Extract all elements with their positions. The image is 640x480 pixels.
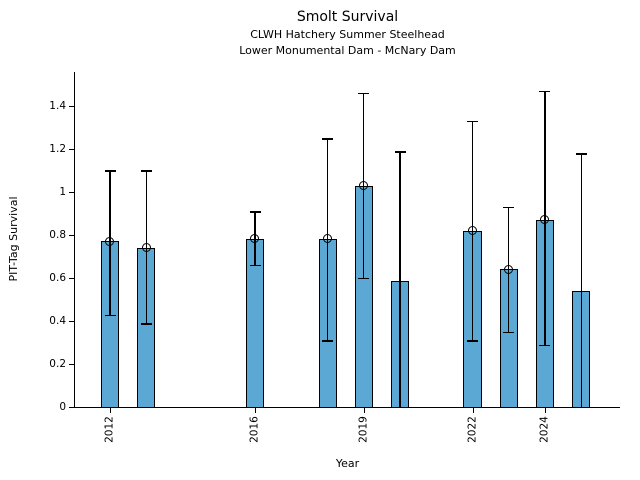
point-marker-year-2023 bbox=[503, 264, 513, 274]
x-tick-label: 2024 bbox=[538, 416, 551, 443]
y-tick-label: 0.6 bbox=[49, 271, 66, 284]
error-cap-top bbox=[467, 121, 479, 123]
error-cap-bottom bbox=[104, 314, 116, 316]
point-marker-year-2018 bbox=[322, 234, 332, 244]
x-tick bbox=[363, 408, 365, 413]
error-bar-year-2020 bbox=[399, 151, 401, 407]
chart-subtitle-hatchery: CLWH Hatchery Summer Steelhead bbox=[250, 28, 445, 41]
point-marker-year-2022 bbox=[467, 225, 477, 235]
y-tick bbox=[69, 148, 74, 150]
error-cap-bottom bbox=[140, 323, 152, 325]
y-tick-label: 1.2 bbox=[49, 142, 66, 155]
error-cap-top bbox=[575, 153, 587, 155]
y-tick bbox=[69, 363, 74, 365]
y-tick-label: 0.8 bbox=[49, 228, 66, 241]
y-tick-label: 0 bbox=[59, 401, 66, 413]
error-cap-top bbox=[140, 170, 152, 172]
x-tick bbox=[472, 408, 474, 413]
y-tick bbox=[69, 320, 74, 322]
error-cap-top bbox=[539, 90, 551, 93]
chart-title: Smolt Survival bbox=[296, 9, 399, 25]
point-marker-year-2012 bbox=[105, 236, 115, 246]
error-cap-top bbox=[358, 93, 370, 95]
point-marker-year-2024 bbox=[540, 215, 550, 225]
x-tick-label: 2022 bbox=[466, 416, 479, 443]
y-tick-label: 1 bbox=[59, 185, 66, 198]
y-axis-spine bbox=[74, 72, 75, 407]
error-cap-top bbox=[249, 211, 261, 213]
y-tick-label: 1.4 bbox=[49, 99, 66, 112]
y-tick-label: 0.4 bbox=[49, 314, 66, 327]
error-cap-bottom bbox=[503, 331, 515, 334]
error-cap-top bbox=[322, 138, 334, 140]
point-marker-year-2013 bbox=[141, 243, 151, 253]
point-marker-year-2019 bbox=[359, 180, 368, 190]
x-tick bbox=[110, 408, 112, 413]
chart-subtitle-reach: Lower Monumental Dam - McNary Dam bbox=[239, 44, 456, 57]
error-cap-bottom bbox=[322, 340, 334, 342]
error-cap-top bbox=[394, 151, 406, 153]
error-cap-top bbox=[503, 207, 515, 209]
y-tick bbox=[69, 234, 74, 236]
error-cap-bottom bbox=[249, 265, 261, 267]
error-cap-bottom bbox=[539, 344, 551, 347]
y-tick bbox=[69, 407, 74, 408]
x-axis-spine bbox=[74, 407, 620, 408]
x-axis-title: Year bbox=[335, 457, 360, 470]
y-tick bbox=[69, 277, 74, 279]
x-tick bbox=[544, 408, 546, 413]
y-tick bbox=[69, 191, 74, 193]
error-bar-year-2025 bbox=[580, 153, 582, 407]
error-cap-bottom bbox=[358, 277, 370, 280]
x-tick-label: 2016 bbox=[248, 416, 261, 443]
point-marker-year-2016 bbox=[250, 234, 260, 244]
x-tick bbox=[255, 408, 257, 413]
y-tick bbox=[69, 105, 74, 107]
error-cap-top bbox=[104, 170, 116, 172]
x-tick-label: 2019 bbox=[357, 416, 370, 443]
y-tick-label: 0.2 bbox=[49, 357, 66, 370]
x-tick-label: 2012 bbox=[103, 416, 116, 443]
error-cap-bottom bbox=[467, 340, 479, 342]
